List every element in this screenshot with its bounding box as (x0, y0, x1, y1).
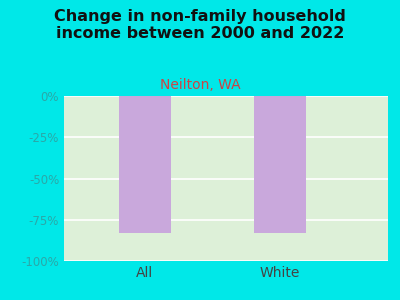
Bar (254, 96, 306, 233)
Text: Neilton, WA: Neilton, WA (160, 78, 240, 92)
Text: Change in non-family household
income between 2000 and 2022: Change in non-family household income be… (54, 9, 346, 41)
Bar (119, 96, 171, 233)
